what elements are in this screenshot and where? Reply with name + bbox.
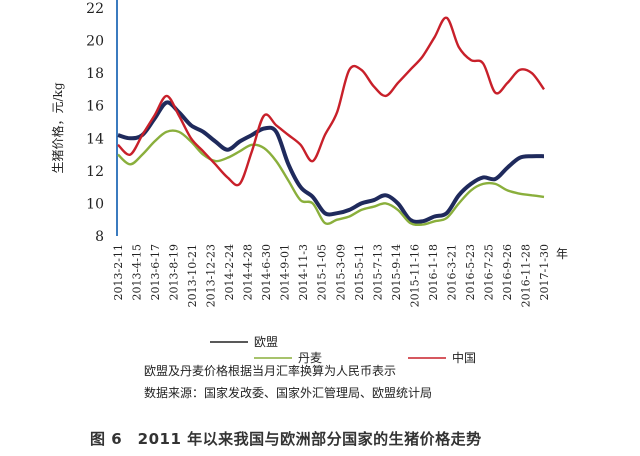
x-tick-label: 2016-1-18 — [427, 244, 440, 300]
x-axis-title: 年 — [556, 247, 568, 261]
series-line-1 — [117, 129, 545, 227]
y-tick-label: 10 — [86, 196, 104, 212]
x-tick-label: 2016-5-23 — [464, 244, 477, 300]
x-tick-label: 2016-3-21 — [445, 244, 458, 300]
legend-label-2: 中国 — [452, 350, 476, 365]
y-tick-label: 16 — [86, 99, 104, 115]
y-tick-labels: 8 10 12 14 16 18 20 22 — [86, 1, 104, 245]
y-tick-label: 20 — [86, 34, 104, 50]
x-tick-label: 2016-7-25 — [482, 244, 495, 300]
x-tick-label: 2014-4-28 — [242, 244, 255, 300]
x-tick-label: 2013-12-23 — [205, 244, 218, 307]
series-line-0 — [117, 100, 545, 224]
x-tick-label: 2014-9-01 — [279, 244, 292, 300]
legend-label-1: 丹麦 — [298, 351, 322, 365]
conversion-note: 欧盟及丹麦价格根据当月汇率换算为人民币表示 — [144, 364, 397, 378]
x-tick-label: 2014-11-3 — [297, 244, 310, 300]
x-tick-label: 2015-5-11 — [353, 244, 366, 300]
y-axis-title: 生猪价格，元/kg — [50, 82, 65, 173]
x-tick-label: 2015-9-14 — [390, 244, 403, 300]
x-tick-labels: 2013-2-11 2013-4-15 2013-6-17 2013-8-19 2013… — [112, 244, 551, 307]
x-tick-label: 2013-6-17 — [149, 244, 162, 300]
y-tick-label: 18 — [86, 66, 104, 82]
legend-label-0: 欧盟 — [254, 335, 278, 349]
x-tick-label: 2015-7-13 — [371, 244, 384, 300]
series-line-2 — [117, 16, 545, 187]
x-tick-label: 2013-8-19 — [168, 244, 181, 300]
x-tick-label: 2016-9-26 — [501, 244, 514, 300]
x-tick-label: 2015-1-05 — [316, 244, 329, 300]
x-tick-label: 2017-1-30 — [538, 244, 551, 300]
x-tick-label: 2014-2-24 — [223, 244, 236, 300]
x-tick-label: 2015-3-09 — [334, 244, 347, 300]
x-tick-label: 2013-4-15 — [131, 244, 144, 300]
x-tick-label: 2016-11-28 — [520, 244, 533, 307]
y-tick-label: 22 — [86, 1, 104, 17]
y-tick-label: 12 — [86, 164, 104, 180]
series-lines — [117, 16, 545, 227]
x-tick-label: 2014-6-30 — [260, 244, 273, 300]
data-source-note: 数据来源：国家发改委、国家外汇管理局、欧盟统计局 — [144, 386, 433, 400]
figure-caption: 图 6 2011 年以来我国与欧洲部分国家的生猪价格走势 — [90, 430, 482, 448]
x-tick-label: 2013-2-11 — [112, 244, 125, 300]
y-tick-label: 14 — [86, 131, 104, 147]
x-tick-label: 2015-11-16 — [408, 244, 421, 307]
x-tick-label: 2013-10-21 — [186, 244, 199, 307]
y-tick-label: 8 — [95, 229, 104, 245]
